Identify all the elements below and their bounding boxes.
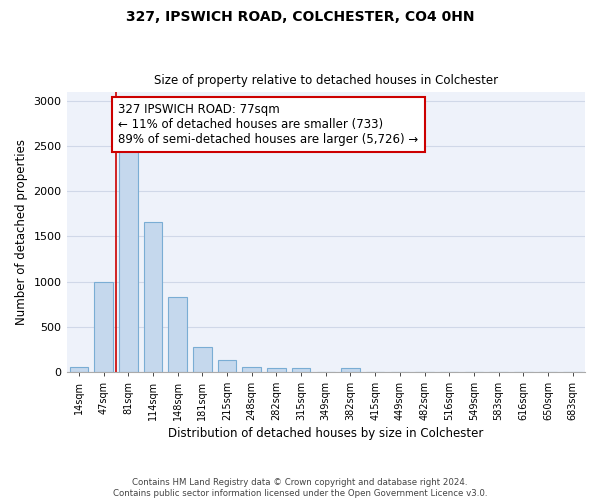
Title: Size of property relative to detached houses in Colchester: Size of property relative to detached ho… xyxy=(154,74,498,87)
Bar xyxy=(341,368,360,372)
Bar xyxy=(143,222,162,372)
X-axis label: Distribution of detached houses by size in Colchester: Distribution of detached houses by size … xyxy=(168,427,484,440)
Bar xyxy=(70,366,88,372)
Bar xyxy=(169,297,187,372)
Bar xyxy=(242,366,261,372)
Bar xyxy=(218,360,236,372)
Y-axis label: Number of detached properties: Number of detached properties xyxy=(15,139,28,325)
Bar xyxy=(193,348,212,372)
Text: Contains HM Land Registry data © Crown copyright and database right 2024.
Contai: Contains HM Land Registry data © Crown c… xyxy=(113,478,487,498)
Text: 327, IPSWICH ROAD, COLCHESTER, CO4 0HN: 327, IPSWICH ROAD, COLCHESTER, CO4 0HN xyxy=(126,10,474,24)
Bar xyxy=(267,368,286,372)
Bar xyxy=(292,368,310,372)
Bar xyxy=(119,149,137,372)
Bar xyxy=(94,282,113,372)
Text: 327 IPSWICH ROAD: 77sqm
← 11% of detached houses are smaller (733)
89% of semi-d: 327 IPSWICH ROAD: 77sqm ← 11% of detache… xyxy=(118,103,419,146)
